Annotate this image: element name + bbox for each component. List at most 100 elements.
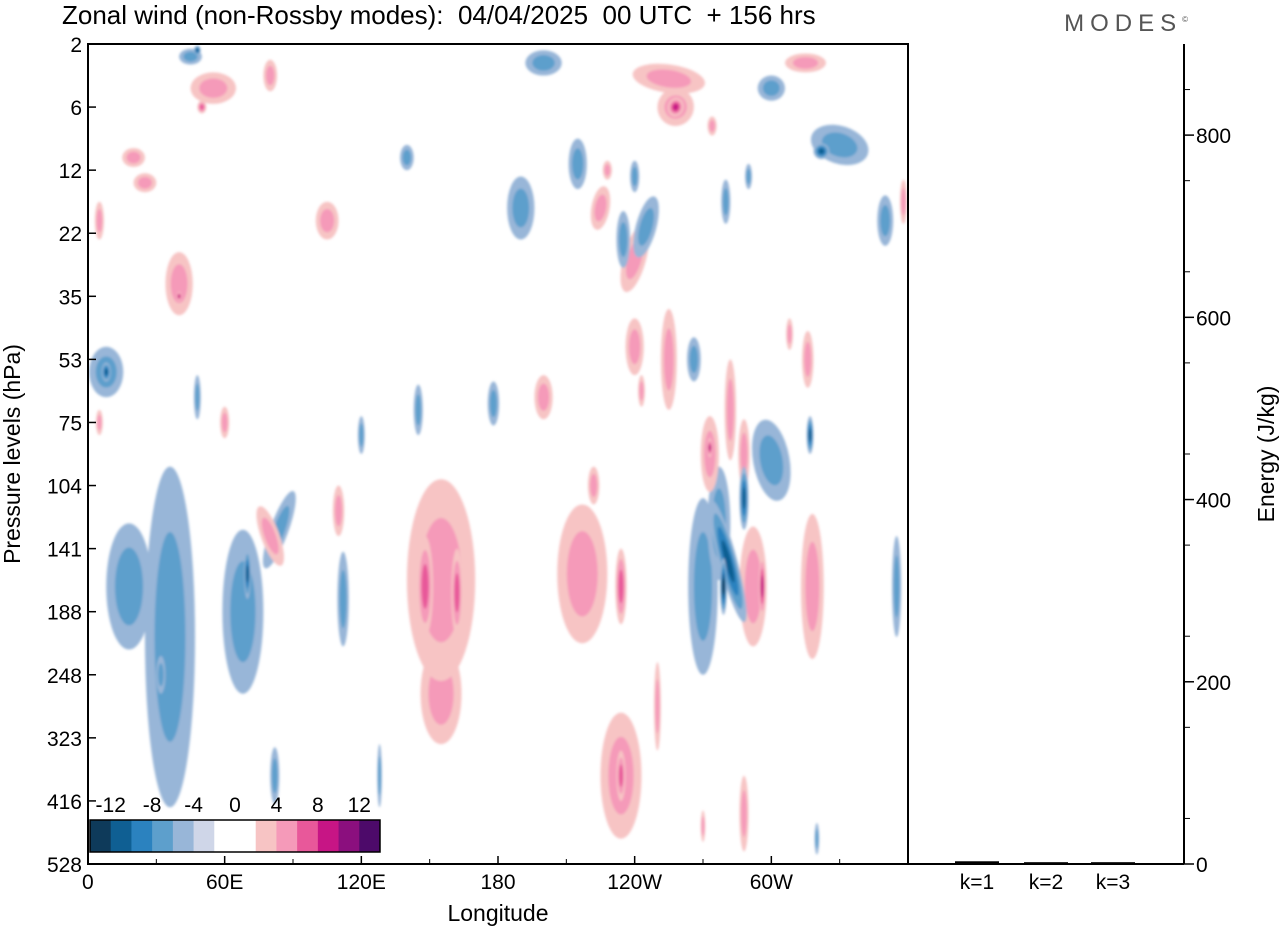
colorbar-swatch [193,820,215,852]
y-tick-label: 416 [47,791,82,814]
y-tick-label: 141 [47,539,82,562]
wind-anomaly-31-1 [532,55,555,71]
colorbar: -12 -8 -4 0 4 8 12 [89,794,381,853]
colorbar-swatch [90,820,112,852]
wind-field [89,45,907,855]
y-tick-label: 104 [47,476,82,499]
wind-anomaly-37-1 [170,264,188,304]
y-tick-label: 188 [47,602,82,625]
x-tick-label: 180 [480,871,515,894]
x-tick-label: 0 [82,871,94,894]
wind-anomaly-43-1 [604,164,611,176]
colorbar-tick-label: -12 [96,794,126,817]
colorbar-swatch [297,820,319,852]
wind-anomaly-62-1 [701,816,705,836]
wind-anomaly-7-1 [154,532,186,742]
wind-anomaly-3-1 [805,541,820,632]
colorbar-swatch [255,820,277,852]
wind-anomaly-30-1 [762,80,780,96]
energy-y-tick-label: 400 [1196,490,1231,513]
x-tick-label: 120W [607,871,662,894]
colorbar-frame [89,819,381,853]
wind-anomaly-44-1 [631,166,638,187]
wind-anomaly-54-1 [195,383,200,411]
wind-anomaly-42-1 [594,194,607,222]
logo-mark: © [1182,15,1188,24]
x-tick-label: 120E [337,871,386,894]
y-tick-label: 6 [70,97,82,120]
colorbar-swatch [172,820,195,852]
wind-anomaly-86-4 [722,578,725,595]
wind-anomaly-76-3 [760,575,764,598]
colorbar-swatch [152,820,174,852]
wind-anomaly-56-1 [741,790,747,837]
wind-anomaly-21-1 [663,328,674,391]
wind-anomaly-34-1 [266,65,275,86]
energy-y-tick-label: 200 [1196,672,1231,695]
wind-anomaly-58-1 [158,663,164,687]
wind-anomaly-46-1 [722,188,729,216]
wind-anomaly-20-1 [629,329,641,365]
colorbar-swatch [359,820,381,852]
wind-anomaly-22-1 [804,341,812,377]
wind-anomaly-73-2 [618,569,624,604]
wind-anomaly-74-2 [618,764,624,787]
energy-y-tick-label: 600 [1196,307,1231,330]
wind-anomaly-83-3 [818,148,825,154]
y-tick-label: 12 [59,160,82,183]
energy-category-label: k=1 [960,871,994,894]
wind-anomaly-59-1 [590,473,598,498]
wind-anomaly-12-1 [271,758,278,794]
y-tick-label: 75 [59,412,82,435]
colorbar-swatch [235,820,257,852]
colorbar-tick-label: -8 [143,794,162,817]
y-tick-label: 323 [47,728,82,751]
wind-anomaly-61-1 [815,829,819,849]
colorbar-tick-label: 0 [229,794,241,817]
wind-anomaly-68-1 [709,120,715,132]
wind-anomaly-80-3 [245,565,249,583]
x-tick-label: 60E [206,871,243,894]
wind-anomaly-49-1 [726,378,734,441]
wind-anomaly-45-1 [619,222,628,258]
wind-anomaly-79-3 [808,428,812,442]
wind-anomaly-6-1 [759,435,784,486]
y-tick-label: 53 [59,349,82,372]
wind-anomaly-39-1 [402,149,412,166]
wind-anomaly-1-1 [566,531,598,617]
wind-anomaly-77-3 [721,540,735,583]
wind-anomaly-60-1 [639,381,644,401]
wind-anomaly-11-1 [339,569,347,629]
y-tick-label: 22 [59,223,82,246]
wind-anomaly-82-3 [672,103,679,111]
wind-anomaly-25-1 [646,69,692,88]
energy-y-tick-label: 0 [1196,854,1208,877]
wind-anomaly-18-1 [97,414,102,431]
wind-anomaly-32-1 [183,51,198,62]
wind-anomaly-8-1 [114,547,144,626]
wind-anomaly-66-1 [744,549,762,624]
wind-anomaly-53-1 [359,423,364,447]
wind-anomaly-9-1 [230,561,256,663]
logo-text: MODES [1064,10,1183,37]
energy-bar-k=1 [955,861,999,864]
wind-anomaly-13-1 [893,555,900,618]
wind-anomaly-36-1 [137,176,152,189]
wind-anomaly-2-1 [740,432,748,476]
wind-anomaly-19-1 [537,383,550,411]
energy-category-label: k=2 [1029,871,1063,894]
wind-anomaly-17-1 [221,412,228,433]
wind-anomaly-72-2 [421,564,429,609]
energy-y-tick-label: 800 [1196,125,1231,148]
wind-anomaly-81-3 [104,368,108,376]
wind-anomaly-78-3 [742,487,746,510]
chart-title: Zonal wind (non-Rossby modes): 04/04/202… [62,0,816,30]
colorbar-tick-label: 8 [312,794,324,817]
colorbar-swatch [276,820,298,852]
wind-anomaly-16-1 [335,495,343,527]
energy-axis-label: Energy (J/kg) [1253,386,1279,523]
y-tick-label: 2 [70,34,82,57]
y-tick-label: 248 [47,665,82,688]
colorbar-swatch [110,820,132,852]
